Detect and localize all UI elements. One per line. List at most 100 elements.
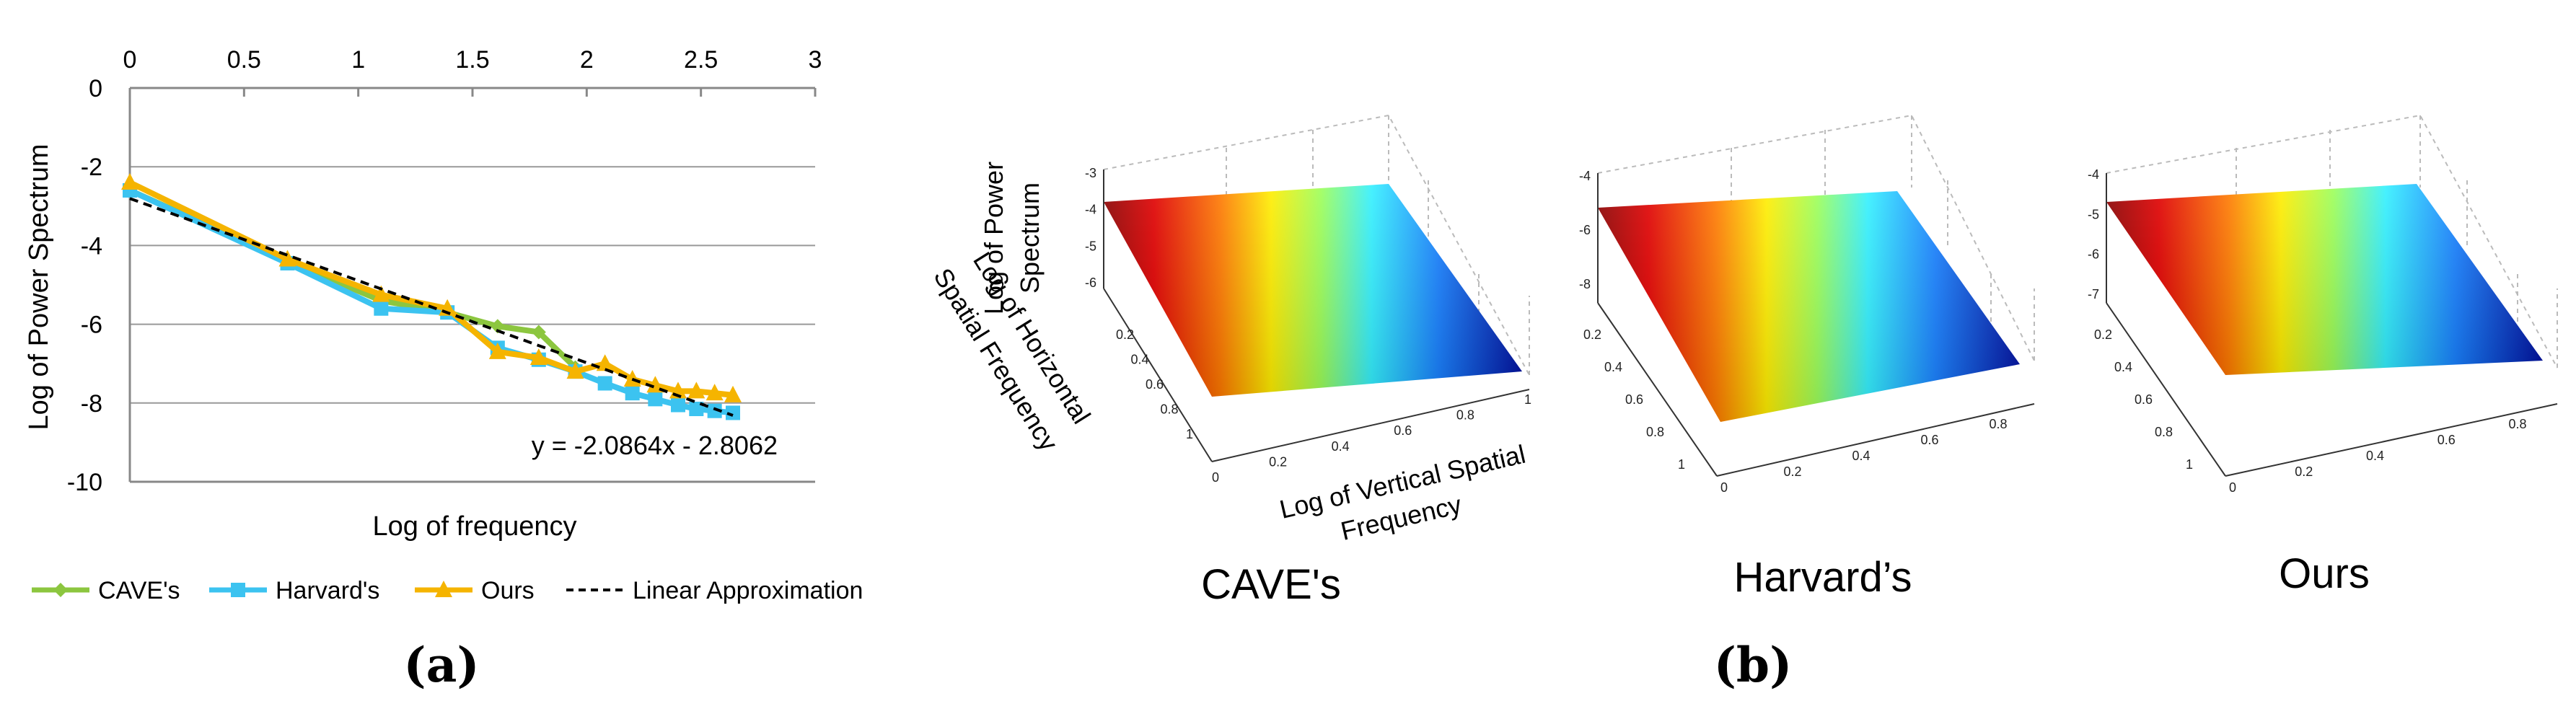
equation-annotation: y = -2.0864x - 2.8062 <box>532 431 778 460</box>
data-point <box>707 403 722 418</box>
axis-lines <box>1103 169 1530 462</box>
tick-label: 0.2 <box>2295 464 2313 479</box>
data-point <box>597 376 612 391</box>
tick-label: 0.4 <box>1332 439 1350 454</box>
tick-label: 1 <box>2186 457 2193 472</box>
tick-label: 1 <box>1678 457 1685 472</box>
data-point <box>53 583 68 597</box>
legend-label: CAVE's <box>98 577 180 604</box>
legend-label: Ours <box>481 577 535 604</box>
tick-label: 0.8 <box>1646 425 1664 439</box>
legend-label: Linear Approximation <box>633 577 863 604</box>
data-point <box>726 405 740 420</box>
legend-label: Harvard's <box>276 577 379 604</box>
data-point <box>596 354 614 371</box>
y-tick-label: -2 <box>81 154 102 181</box>
panel-b-label: (b) <box>1714 637 1793 693</box>
series-ours <box>121 173 742 402</box>
z-tick-labels: -4 -5 -6 -7 <box>2088 167 2099 301</box>
legend-item: Linear Approximation <box>566 577 863 604</box>
tick-label: 0 <box>1212 470 1219 485</box>
tick-label: 0.8 <box>1160 402 1178 417</box>
tick-label: 0.8 <box>1456 408 1474 423</box>
y-tick-labels: 0.2 0.4 0.6 0.8 1 <box>2094 327 2193 472</box>
tick-label: 0.2 <box>1116 327 1134 342</box>
tick-label: 1 <box>1524 392 1531 407</box>
tick-label: -6 <box>1579 223 1591 237</box>
series-line <box>129 197 734 417</box>
legend: CAVE's Harvard's Ours Linear Approximation <box>32 577 863 604</box>
x-tick-labels: 0 0.2 0.4 0.6 0.8 <box>1720 417 2008 495</box>
tick-label: 0 <box>1720 480 1728 495</box>
data-point <box>648 392 663 407</box>
y-tick-label: -4 <box>81 232 102 260</box>
tick-label: 0.6 <box>1394 423 1412 438</box>
data-point <box>372 285 390 302</box>
tick-label: -4 <box>1579 169 1591 183</box>
y-tick-labels: 0.2 0.4 0.6 0.8 1 <box>1116 327 1193 441</box>
data-point <box>623 370 641 387</box>
x-tick-label: 2.5 <box>684 46 718 74</box>
tick-label: -7 <box>2088 287 2099 301</box>
data-point <box>435 581 452 597</box>
x-tick-label: 0 <box>123 46 137 74</box>
data-point <box>531 325 546 340</box>
data-point <box>689 401 704 416</box>
axes <box>128 87 817 483</box>
surface-plots: -3 -4 -5 -6 0.2 0.4 0.6 0.8 1 0 0.2 0.4 0.6 0.8 1 Lo… <box>928 114 2558 693</box>
data-point <box>625 386 640 401</box>
tick-label: 0.8 <box>2155 425 2173 439</box>
axis-lines <box>1597 173 2035 477</box>
x-tick-label: 1.5 <box>455 46 489 74</box>
tick-label: -5 <box>1085 239 1096 253</box>
tick-label: -4 <box>2088 167 2099 182</box>
tick-label: 0.4 <box>1604 360 1622 374</box>
surface-title-cave: CAVE's <box>1201 561 1341 608</box>
panel-a-label: (a) <box>403 637 479 693</box>
y-tick-label: -10 <box>67 469 102 496</box>
data-point <box>278 250 296 267</box>
data-point <box>121 173 139 190</box>
tick-label: 0.6 <box>1920 433 1938 447</box>
z-axis-title-line2: Spectrum <box>1015 182 1045 294</box>
z-axis-title-line1: Log of Power <box>979 162 1008 314</box>
tick-label: 0.8 <box>1989 417 2007 431</box>
tick-label: 0.4 <box>2366 449 2384 463</box>
tick-label: -3 <box>1085 166 1096 180</box>
tick-label: -8 <box>1579 277 1591 291</box>
tick-label: 0.4 <box>1852 449 1870 463</box>
tick-label: 0.6 <box>1625 392 1643 407</box>
series-linear-approximation <box>129 197 734 417</box>
y-axis-title: Log of Power Spectrum <box>24 144 54 430</box>
x-tick-label: 2 <box>580 46 594 74</box>
x-tick-label: 0.5 <box>227 46 261 74</box>
z-tick-labels: -3 -4 -5 -6 <box>1085 166 1096 290</box>
data-point <box>490 319 505 334</box>
tick-label: 0.4 <box>1130 353 1148 367</box>
y-tick-label: -8 <box>81 390 102 418</box>
series-group <box>121 173 742 420</box>
legend-item: Ours <box>415 577 535 604</box>
tick-label: -4 <box>1085 203 1096 217</box>
y-tick-label: -6 <box>81 312 102 339</box>
x-tick-labels: 0 0.2 0.4 0.6 0.8 <box>2229 417 2527 495</box>
data-point <box>705 384 724 401</box>
y-tick-labels: 0.2 0.4 0.6 0.8 1 <box>1583 327 1685 472</box>
series-line <box>128 180 734 398</box>
y-tick-label: 0 <box>89 75 102 102</box>
tick-label: 0 <box>2229 480 2236 495</box>
tick-label: 0.8 <box>2508 417 2526 431</box>
data-point <box>671 397 685 413</box>
data-point <box>529 348 548 366</box>
tick-label: 0.6 <box>2135 392 2153 407</box>
surface-plot-cave: -3 -4 -5 -6 0.2 0.4 0.6 0.8 1 0 0.2 0.4 0.6 0.8 1 Lo… <box>928 114 1531 608</box>
tick-label: 0.6 <box>2437 433 2456 447</box>
tick-label: -6 <box>2088 247 2099 262</box>
data-point <box>566 362 584 379</box>
surface-plot-harvard: -4 -6 -8 0.2 0.4 0.6 0.8 1 0 0.2 0.4 0.6 0.8 Harva… <box>1579 114 2035 601</box>
surface-title-harvard: Harvard’s <box>1733 554 1912 601</box>
data-point <box>374 301 389 316</box>
y-tick-labels: 0 -2 -4 -6 -8 -10 <box>67 75 102 496</box>
tick-label: 0.6 <box>1146 377 1164 392</box>
